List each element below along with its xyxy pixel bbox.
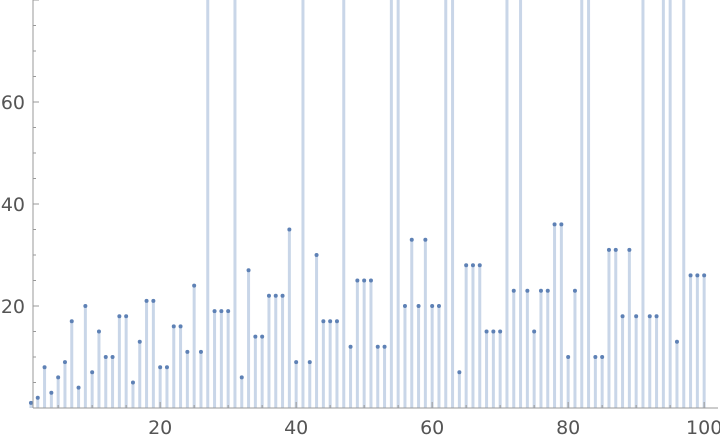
data-point xyxy=(328,319,333,324)
stems xyxy=(29,0,706,408)
data-point xyxy=(321,319,326,324)
data-point xyxy=(124,314,129,319)
data-point xyxy=(260,334,265,339)
y-tick-label: 20 xyxy=(1,296,25,318)
data-point xyxy=(69,319,74,324)
data-point xyxy=(226,309,231,314)
y-tick-label: 60 xyxy=(1,92,25,114)
data-point xyxy=(307,360,312,365)
data-point xyxy=(484,329,489,334)
data-point xyxy=(464,263,469,268)
data-point xyxy=(552,222,557,227)
data-point xyxy=(219,309,224,314)
data-point xyxy=(348,344,353,349)
data-point xyxy=(266,293,271,298)
y-tick-label: 40 xyxy=(1,194,25,216)
data-point xyxy=(600,355,605,359)
x-tick-label: 40 xyxy=(284,417,308,439)
data-point xyxy=(158,365,163,370)
data-point xyxy=(185,349,190,354)
data-point xyxy=(62,360,67,365)
data-point xyxy=(253,334,258,339)
data-point xyxy=(470,263,475,268)
data-point xyxy=(566,355,571,359)
data-point xyxy=(35,395,40,400)
data-point xyxy=(695,273,700,278)
data-point xyxy=(273,293,278,298)
x-tick-label: 60 xyxy=(420,417,444,439)
data-point xyxy=(56,375,61,380)
data-point xyxy=(545,288,550,293)
data-point xyxy=(688,273,693,278)
data-point xyxy=(634,314,639,319)
data-point xyxy=(532,329,537,334)
data-point xyxy=(416,304,421,308)
data-point xyxy=(280,293,285,298)
data-point xyxy=(83,304,88,308)
data-point xyxy=(198,349,203,354)
data-point xyxy=(287,227,292,232)
data-point xyxy=(368,278,373,283)
data-point xyxy=(491,329,496,334)
data-point xyxy=(702,273,707,278)
data-point xyxy=(430,304,435,308)
data-point xyxy=(362,278,367,283)
points xyxy=(28,222,707,405)
data-point xyxy=(409,237,414,242)
data-point xyxy=(593,355,598,359)
data-point xyxy=(246,268,251,273)
data-point xyxy=(90,370,95,375)
data-point xyxy=(559,222,564,227)
data-point xyxy=(96,329,101,334)
data-point xyxy=(627,247,632,252)
data-point xyxy=(674,339,679,344)
data-point xyxy=(511,288,516,293)
data-point xyxy=(613,247,618,252)
data-point xyxy=(402,304,407,308)
data-point xyxy=(151,298,156,303)
data-point xyxy=(144,298,149,303)
data-point xyxy=(178,324,183,329)
data-point xyxy=(192,283,197,288)
data-point xyxy=(171,324,176,329)
data-point xyxy=(525,288,530,293)
data-point xyxy=(49,390,54,395)
data-point xyxy=(314,253,319,257)
data-point xyxy=(572,288,577,293)
data-point xyxy=(606,247,611,252)
data-point xyxy=(620,314,625,319)
data-point xyxy=(212,309,217,314)
data-point xyxy=(647,314,652,319)
x-tick-label: 20 xyxy=(148,417,172,439)
x-tick-label: 80 xyxy=(556,417,580,439)
data-point xyxy=(382,344,387,349)
data-point xyxy=(294,360,299,365)
x-tick-label: 100 xyxy=(686,417,720,439)
data-point xyxy=(498,329,503,334)
data-point xyxy=(457,370,462,375)
data-point xyxy=(538,288,543,293)
data-point xyxy=(654,314,659,319)
data-point xyxy=(355,278,360,283)
data-point xyxy=(110,355,115,359)
data-point xyxy=(239,375,244,380)
data-point xyxy=(436,304,441,308)
data-point xyxy=(103,355,108,359)
data-point xyxy=(117,314,122,319)
data-point xyxy=(130,380,135,385)
data-point xyxy=(164,365,169,370)
data-point xyxy=(334,319,339,324)
data-point xyxy=(28,400,33,405)
data-point xyxy=(137,339,142,344)
data-point xyxy=(76,385,81,390)
data-point xyxy=(375,344,380,349)
data-point xyxy=(477,263,482,268)
data-point xyxy=(42,365,47,370)
data-point xyxy=(423,237,428,242)
